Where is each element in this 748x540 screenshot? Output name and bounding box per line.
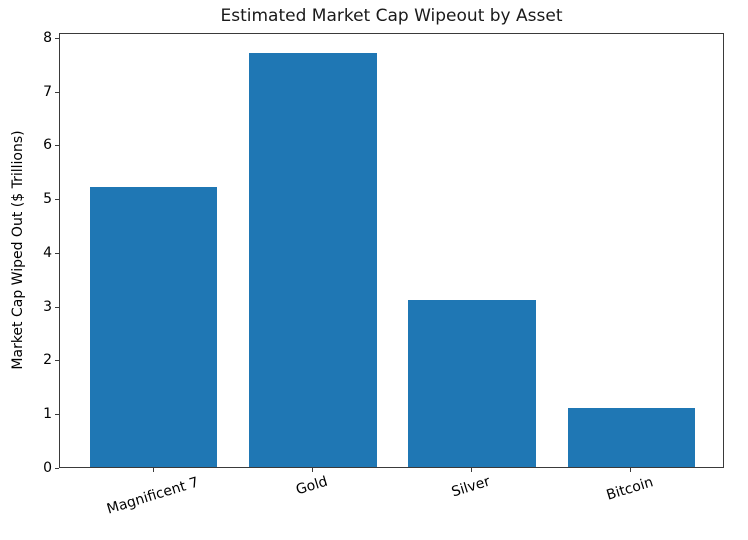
x-tick-label-gold: Gold bbox=[294, 473, 330, 499]
x-tick-label-magnificent-7: Magnificent 7 bbox=[104, 473, 201, 518]
y-tick-label: 2 bbox=[43, 352, 52, 369]
y-tick-mark bbox=[54, 145, 59, 147]
x-tick-label-bitcoin: Bitcoin bbox=[604, 473, 656, 504]
y-tick-label: 6 bbox=[43, 137, 52, 154]
y-tick-label: 0 bbox=[43, 460, 52, 476]
y-tick-mark bbox=[54, 199, 59, 201]
y-tick-mark bbox=[54, 306, 59, 308]
x-tick-mark bbox=[471, 468, 473, 472]
y-tick-label: 8 bbox=[43, 29, 52, 46]
x-tick-mark bbox=[311, 468, 313, 472]
bar-magnificent-7 bbox=[90, 187, 218, 467]
y-tick-label: 3 bbox=[43, 298, 52, 315]
bar-silver bbox=[408, 300, 536, 467]
x-tick-mark bbox=[630, 468, 632, 472]
bar-gold bbox=[249, 52, 377, 467]
bar-bitcoin bbox=[567, 407, 695, 467]
y-tick-mark bbox=[54, 414, 59, 416]
y-tick-label: 4 bbox=[43, 244, 52, 261]
chart-title: Estimated Market Cap Wipeout by Asset bbox=[220, 6, 563, 26]
x-tick-label-silver: Silver bbox=[449, 473, 493, 501]
y-tick-mark bbox=[54, 37, 59, 39]
y-tick-label: 1 bbox=[43, 406, 52, 423]
y-tick-label: 7 bbox=[43, 83, 52, 100]
x-tick-mark bbox=[152, 468, 154, 472]
plot-area bbox=[59, 33, 724, 468]
y-tick-mark bbox=[54, 468, 59, 469]
y-tick-mark bbox=[54, 360, 59, 362]
y-tick-mark bbox=[54, 91, 59, 93]
y-tick-label: 5 bbox=[43, 191, 52, 208]
y-tick-mark bbox=[54, 252, 59, 254]
